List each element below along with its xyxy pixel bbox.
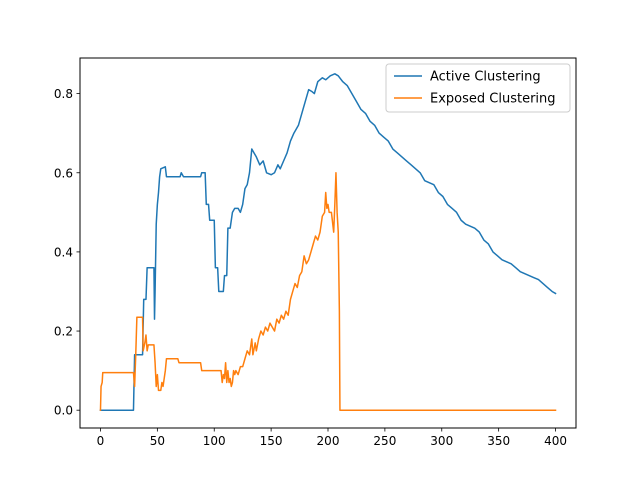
x-tick-label: 150 [260, 434, 283, 448]
y-tick-label: 0.8 [54, 87, 73, 101]
legend-label-1: Exposed Clustering [430, 92, 556, 107]
plot-area [80, 58, 576, 428]
x-tick-label: 250 [373, 434, 396, 448]
x-tick-label: 50 [150, 434, 165, 448]
x-tick-label: 300 [430, 434, 453, 448]
y-axis: 0.0 0.2 0.4 0.6 0.8 [54, 87, 80, 418]
y-tick-label: 0.0 [54, 404, 73, 418]
y-tick-label: 0.6 [54, 166, 73, 180]
series-line-1 [99, 172, 557, 411]
x-tick-label: 200 [317, 434, 340, 448]
x-tick-label: 0 [97, 434, 105, 448]
x-tick-label: 400 [544, 434, 567, 448]
series-line-0 [99, 73, 557, 411]
y-tick-label: 0.4 [54, 245, 73, 259]
legend-label-0: Active Clustering [430, 70, 541, 85]
legend-box [385, 63, 571, 113]
y-tick-label: 0.2 [54, 325, 73, 339]
x-tick-label: 100 [203, 434, 226, 448]
x-axis: 0 50 100 150 200 250 300 350 400 [97, 428, 567, 448]
series-layer [99, 73, 557, 411]
x-tick-label: 350 [487, 434, 510, 448]
legend: Active Clustering Exposed Clustering [385, 63, 571, 113]
